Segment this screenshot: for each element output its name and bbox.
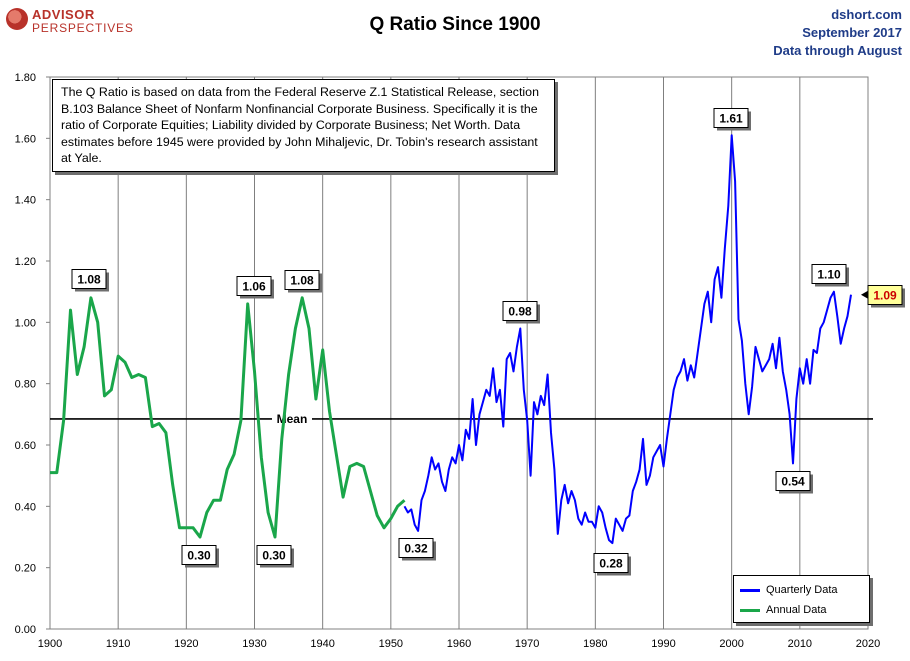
x-tick-label: 1920 [174, 638, 198, 650]
y-tick-label: 1.80 [15, 72, 36, 84]
annotation-text: 0.54 [781, 475, 805, 489]
annotation-text: 1.08 [290, 274, 314, 288]
x-tick-label: 2020 [856, 638, 880, 650]
annotation-box [593, 553, 629, 573]
annotation-box [256, 545, 292, 565]
logo-line1: ADVISOR [32, 7, 95, 22]
legend-swatch-quarterly [740, 588, 760, 592]
legend-swatch-annual [740, 608, 760, 612]
logo-mark-icon [6, 8, 28, 30]
x-tick-label: 1980 [583, 638, 607, 650]
annotation-text: 0.28 [599, 557, 623, 571]
annotation-text: 0.98 [508, 305, 532, 319]
annotation-label: 1.08 [71, 269, 109, 292]
advisor-perspectives-logo: ADVISOR PERSPECTIVES [6, 6, 136, 36]
series-line-quarterly [403, 134, 852, 545]
arrow-icon [860, 290, 868, 299]
chart-title: Q Ratio Since 1900 [369, 14, 541, 35]
annotation-box [867, 285, 903, 305]
x-tick-label: 2000 [719, 638, 743, 650]
annotation-label: 1.61 [713, 108, 751, 131]
annotation-box [775, 471, 811, 491]
x-tick-label: 1990 [651, 638, 675, 650]
logo-line2: PERSPECTIVES [32, 21, 134, 35]
legend-item-annual: Annual Data [740, 603, 827, 617]
y-tick-label: 1.20 [15, 256, 36, 268]
info-box: The Q Ratio is based on data from the Fe… [52, 79, 555, 172]
x-tick-label: 1940 [310, 638, 334, 650]
annotation-text: 0.30 [262, 549, 286, 563]
annotation-text: 1.10 [817, 268, 841, 282]
y-tick-label: 0.80 [15, 379, 36, 391]
annotation-box [502, 301, 538, 321]
y-tick-label: 0.40 [15, 501, 36, 513]
annotation-label: 0.28 [593, 553, 631, 576]
x-tick-label: 1900 [38, 638, 62, 650]
annotation-text: 0.30 [187, 549, 211, 563]
source-site: dshort.com [831, 7, 902, 22]
y-tick-label: 0.00 [15, 624, 36, 636]
mean-label: Mean [277, 412, 308, 426]
x-tick-label: 1950 [379, 638, 403, 650]
source-through: Data through August [773, 43, 902, 58]
x-tick-label: 1970 [515, 638, 539, 650]
annotation-label: 1.10 [811, 264, 849, 287]
legend-label-quarterly: Quarterly Data [766, 584, 838, 596]
x-tick-label: 1930 [242, 638, 266, 650]
y-tick-label: 1.00 [15, 317, 36, 329]
annotation-label: 0.30 [256, 545, 294, 568]
annotation-box [398, 538, 434, 558]
annotation-text: 1.06 [242, 280, 266, 294]
annotation-label: 0.98 [502, 301, 540, 324]
y-tick-label: 0.20 [15, 563, 36, 575]
annotation-box [284, 270, 320, 290]
annotation-text: 1.09 [873, 289, 897, 303]
annotation-box [181, 545, 217, 565]
annotation-box [713, 108, 749, 128]
source-info: dshort.com September 2017 Data through A… [773, 6, 902, 60]
annotation-box [811, 264, 847, 284]
legend: Quarterly Data Annual Data [733, 575, 870, 623]
x-tick-label: 1960 [447, 638, 471, 650]
y-tick-label: 0.60 [15, 440, 36, 452]
x-tick-label: 2010 [788, 638, 812, 650]
y-tick-label: 1.60 [15, 133, 36, 145]
annotation-text: 1.61 [719, 112, 743, 126]
series-line-annual [50, 296, 406, 539]
annotation-text: 0.32 [404, 542, 428, 556]
y-tick-label: 1.40 [15, 195, 36, 207]
annotation-label: 0.54 [775, 471, 813, 494]
x-tick-label: 1910 [106, 638, 130, 650]
annotation-label: 1.09 [860, 285, 905, 308]
annotation-label: 1.08 [284, 270, 322, 293]
source-date: September 2017 [802, 25, 902, 40]
mean-label-bg [271, 410, 312, 426]
annotation-label: 0.32 [398, 538, 436, 561]
annotation-box [236, 276, 272, 296]
legend-item-quarterly: Quarterly Data [740, 583, 838, 597]
legend-label-annual: Annual Data [766, 604, 827, 616]
annotation-box [71, 269, 107, 289]
annotation-label: 0.30 [181, 545, 219, 568]
annotation-label: 1.06 [236, 276, 274, 299]
annotation-text: 1.08 [77, 273, 101, 287]
